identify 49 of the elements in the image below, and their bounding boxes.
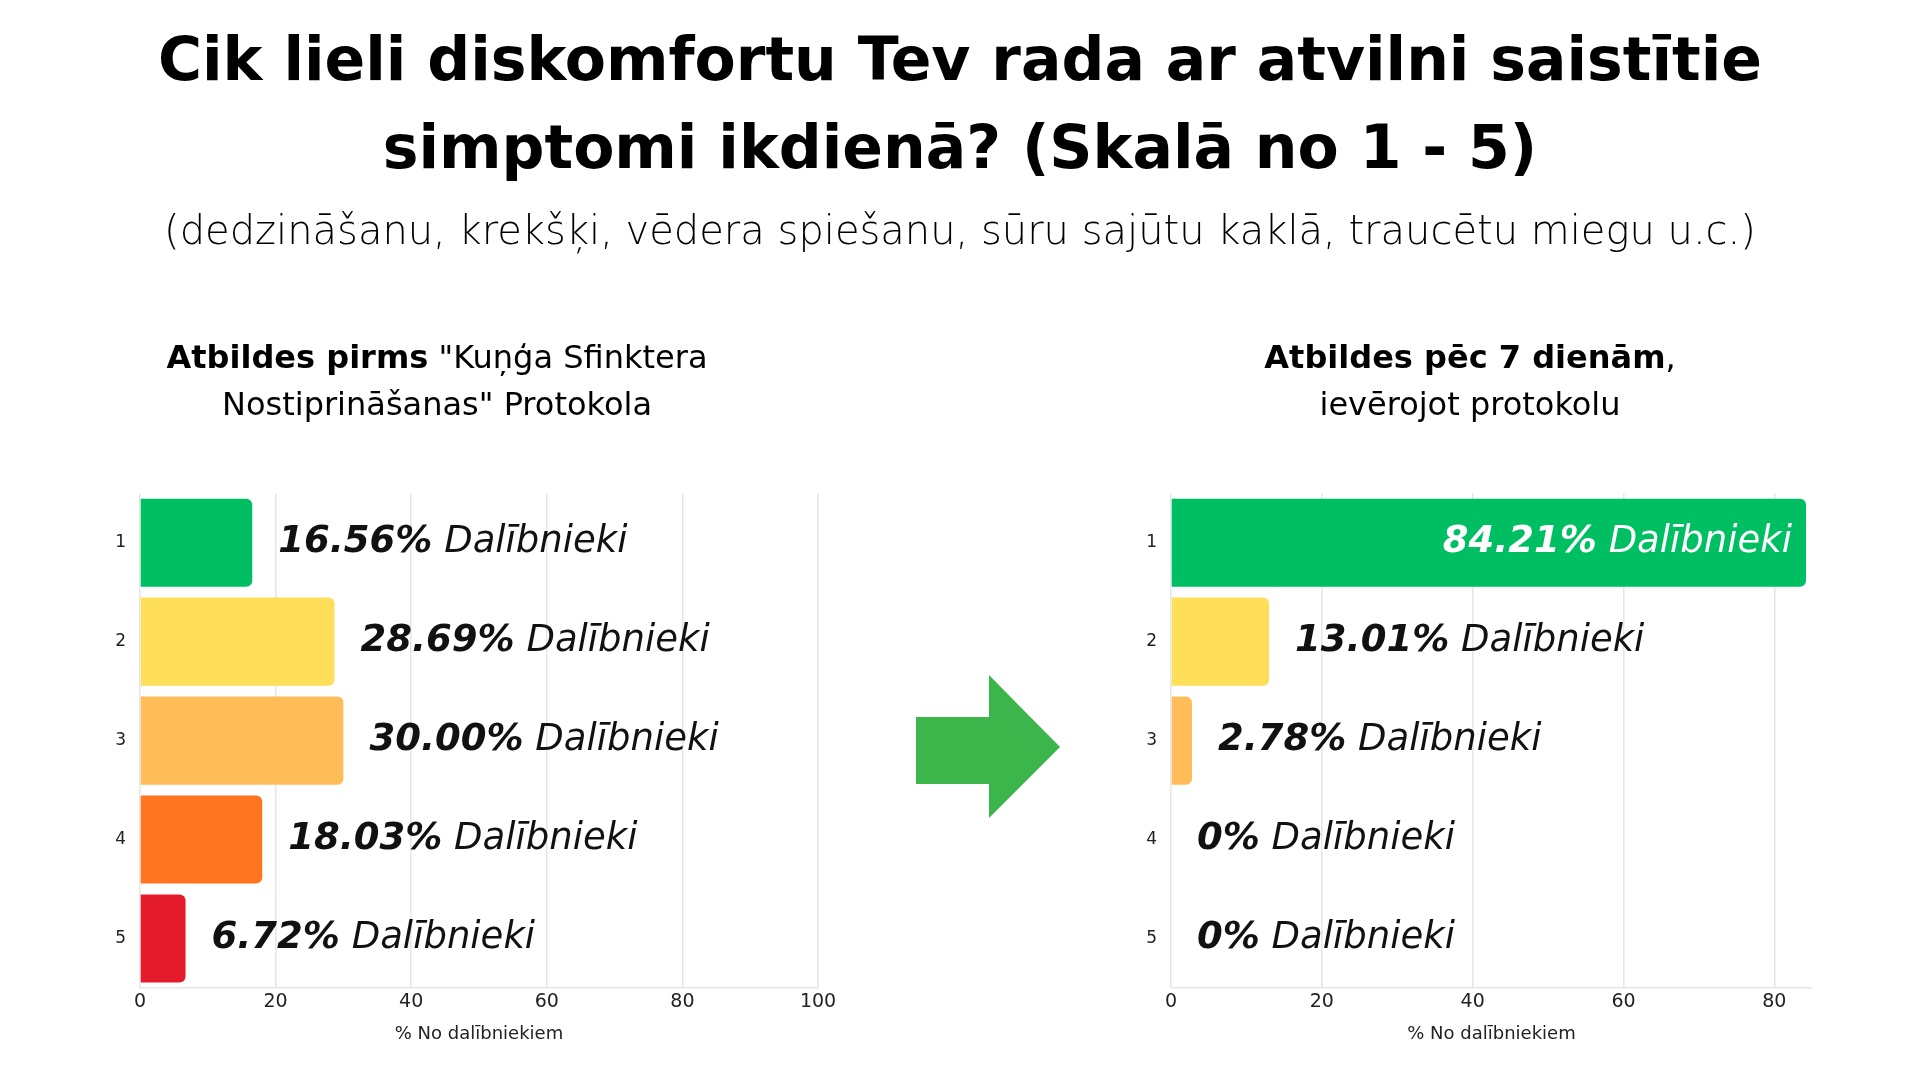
y-tick-label: 4: [115, 827, 126, 848]
x-axis-title: % No dalībniekiem: [1407, 1021, 1576, 1043]
bar: [140, 597, 335, 686]
y-tick-label: 3: [1146, 729, 1157, 750]
data-label: 28.69% Dalībnieki: [360, 617, 711, 661]
bar: [140, 894, 186, 983]
y-tick-label: 2: [115, 630, 126, 651]
y-tick-label: 5: [115, 926, 126, 947]
y-tick-label: 5: [1146, 926, 1157, 947]
data-label: 18.03% Dalībnieki: [288, 815, 639, 859]
text: Cik lieli diskomfortu Tev rada ar atvilni saistītie simptomi ikdienā? (Skalā no 1 - 5): [157, 23, 1763, 184]
x-tick-label: 40: [1460, 989, 1485, 1012]
data-label: 0% Dalībnieki: [1197, 914, 1456, 958]
text: "Kuņģa Sfinktera: [438, 338, 708, 376]
text: Atbildes pēc 7 dienām: [1264, 338, 1666, 376]
x-tick-label: 80: [670, 989, 695, 1012]
bar: [1171, 597, 1270, 686]
text: ievērojot protokolu: [1319, 385, 1621, 423]
bar: [140, 498, 253, 587]
bar: [140, 795, 263, 884]
text: (dedzināšanu, krekšķi, vēdera spiešanu, sūru sajūtu kaklā, traucētu miegu u.c.): [163, 206, 1757, 255]
x-tick-label: 40: [399, 989, 424, 1012]
text: ,: [1665, 338, 1676, 376]
data-label: 16.56% Dalībnieki: [278, 518, 629, 562]
bar: [1171, 498, 1807, 587]
x-tick-label: 80: [1762, 989, 1787, 1012]
bar: [1171, 696, 1192, 785]
x-tick-label: 100: [799, 989, 837, 1012]
data-label: 30.00% Dalībnieki: [369, 716, 720, 760]
data-label: 2.78% Dalībnieki: [1217, 716, 1543, 760]
data-label: 0% Dalībnieki: [1197, 815, 1456, 859]
y-tick-label: 4: [1146, 827, 1157, 848]
data-label: 6.72% Dalībnieki: [211, 914, 536, 958]
bar: [140, 696, 344, 785]
y-tick-label: 2: [1146, 630, 1157, 651]
y-tick-label: 1: [115, 531, 126, 552]
x-tick-label: 20: [1309, 989, 1334, 1012]
data-label: 84.21% Dalībnieki: [1442, 518, 1793, 562]
text: Nostiprināšanas" Protokola: [222, 385, 652, 423]
data-label: 13.01% Dalībnieki: [1295, 617, 1646, 661]
x-axis-title: % No dalībniekiem: [394, 1021, 564, 1043]
x-tick-label: 60: [534, 989, 559, 1012]
x-tick-label: 20: [263, 989, 288, 1012]
text: Atbildes pirms: [166, 338, 429, 376]
x-tick-label: 60: [1611, 989, 1636, 1012]
y-tick-label: 1: [1146, 531, 1157, 552]
x-tick-label: 0: [133, 989, 147, 1012]
x-tick-label: 0: [1164, 989, 1178, 1012]
y-tick-label: 3: [115, 729, 126, 750]
